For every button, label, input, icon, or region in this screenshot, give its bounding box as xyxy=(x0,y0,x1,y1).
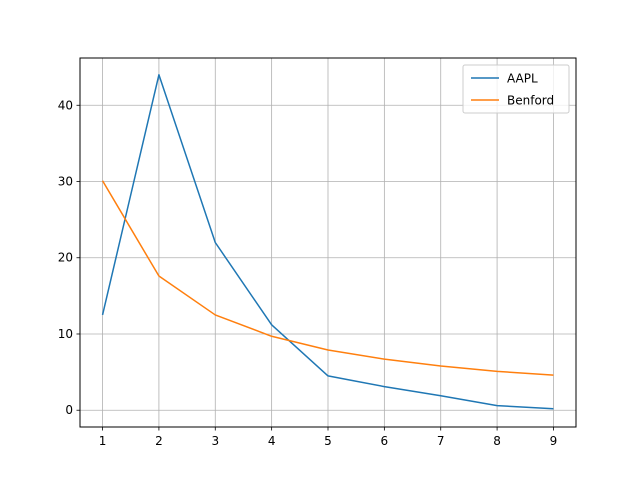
x-tick-label: 1 xyxy=(99,434,107,448)
y-axis: 0 10 20 30 40 xyxy=(58,98,80,417)
x-axis: 1 2 3 4 5 6 7 8 9 xyxy=(99,427,558,448)
x-tick-label: 2 xyxy=(155,434,163,448)
x-tick-label: 3 xyxy=(211,434,219,448)
y-tick-label: 30 xyxy=(58,175,73,189)
x-tick-label: 7 xyxy=(437,434,445,448)
x-tick-label: 5 xyxy=(324,434,332,448)
x-tick-label: 6 xyxy=(381,434,389,448)
y-tick-label: 40 xyxy=(58,98,73,112)
legend-box xyxy=(462,64,570,114)
legend-label-aapl: AAPL xyxy=(507,72,538,86)
x-tick-label: 9 xyxy=(550,434,558,448)
x-tick-label: 8 xyxy=(493,434,501,448)
series-line-aapl xyxy=(101,74,554,410)
series-line-benford xyxy=(101,180,554,376)
y-tick-label: 10 xyxy=(58,327,73,341)
y-tick-label: 20 xyxy=(58,251,73,265)
legend-label-benford: Benford xyxy=(507,94,554,108)
x-tick-label: 4 xyxy=(268,434,276,448)
y-tick-label: 0 xyxy=(65,403,73,417)
series-lines xyxy=(101,74,554,410)
legend: AAPL Benford xyxy=(462,64,570,114)
